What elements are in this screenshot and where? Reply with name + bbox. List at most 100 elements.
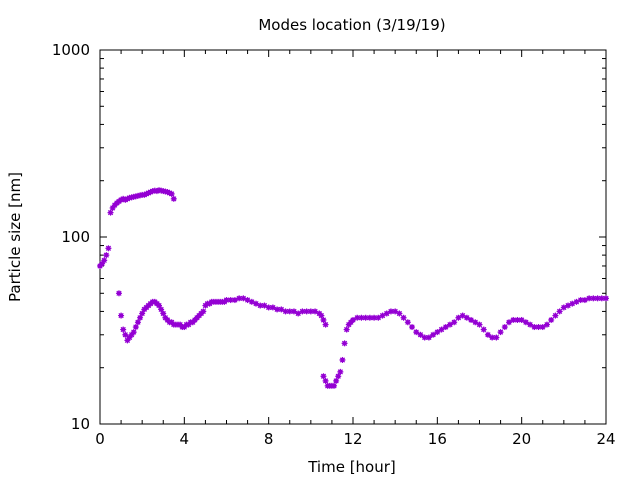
- data-point: [105, 245, 112, 252]
- data-point: [132, 324, 139, 331]
- data-point: [366, 314, 373, 321]
- data-point: [425, 334, 432, 341]
- data-point: [506, 319, 513, 326]
- data-point: [115, 290, 122, 297]
- data-point: [331, 382, 338, 389]
- y-axis-label: Particle size [nm]: [6, 172, 24, 302]
- data-point: [396, 310, 403, 317]
- data-point: [170, 195, 177, 202]
- data-point: [322, 321, 329, 328]
- data-point: [539, 324, 546, 331]
- data-point: [527, 321, 534, 328]
- data-point: [333, 377, 340, 384]
- data-point: [303, 308, 310, 315]
- data-point: [274, 306, 281, 313]
- data-point: [430, 331, 437, 338]
- data-point: [560, 304, 567, 311]
- data-point: [295, 310, 302, 317]
- data-point: [350, 316, 356, 323]
- data-point: [518, 316, 525, 323]
- x-tick-label: 12: [343, 430, 362, 448]
- data-point: [484, 331, 491, 338]
- data-point: [375, 314, 382, 321]
- data-point: [339, 356, 346, 363]
- data-point: [472, 319, 479, 326]
- y-tick-label: 1000: [52, 41, 90, 59]
- data-point: [134, 319, 141, 326]
- data-point: [442, 324, 449, 331]
- data-point: [122, 331, 129, 338]
- axis-tick-labels: 0 4 8 12 16 20 24 10 100 1000: [52, 41, 616, 448]
- x-axis-label: Time [hour]: [307, 458, 396, 476]
- data-point: [573, 298, 580, 305]
- data-point: [501, 324, 508, 331]
- data-point: [603, 295, 609, 302]
- data-point: [362, 314, 369, 321]
- data-point: [489, 334, 496, 341]
- data-point: [421, 334, 428, 341]
- data-points: [97, 187, 609, 389]
- data-point: [552, 312, 559, 319]
- data-point: [168, 190, 175, 197]
- data-point: [409, 324, 416, 331]
- x-tick-label: 0: [95, 430, 105, 448]
- data-point: [493, 334, 500, 341]
- data-point: [569, 300, 576, 307]
- data-point: [158, 306, 165, 313]
- data-point: [337, 368, 344, 375]
- data-point: [290, 308, 297, 315]
- data-point: [101, 257, 108, 264]
- data-point: [413, 329, 420, 336]
- axis-ticks: [99, 49, 607, 425]
- data-point: [446, 321, 453, 328]
- data-point: [257, 302, 264, 309]
- data-point: [463, 314, 470, 321]
- data-point: [522, 319, 529, 326]
- data-point: [535, 324, 542, 331]
- data-point: [476, 321, 483, 328]
- data-point: [434, 329, 441, 336]
- data-point: [299, 308, 306, 315]
- data-point: [282, 308, 289, 315]
- data-point: [120, 326, 127, 333]
- data-point: [223, 297, 230, 304]
- data-point: [468, 316, 475, 323]
- data-point: [438, 326, 445, 333]
- data-point: [343, 326, 350, 333]
- data-point: [480, 326, 487, 333]
- x-tick-label: 16: [428, 430, 447, 448]
- x-tick-label: 8: [264, 430, 274, 448]
- data-point: [556, 308, 563, 315]
- data-point: [130, 329, 137, 336]
- data-point: [320, 316, 327, 323]
- y-tick-label: 10: [71, 415, 90, 433]
- data-point: [265, 304, 272, 311]
- data-point: [231, 297, 238, 304]
- data-point: [320, 373, 327, 380]
- data-point: [548, 316, 555, 323]
- data-point: [118, 312, 125, 319]
- data-point: [156, 302, 163, 309]
- data-point: [497, 329, 504, 336]
- x-tick-label: 20: [512, 430, 531, 448]
- plot-frame: [99, 49, 607, 425]
- data-point: [387, 308, 394, 315]
- data-point: [335, 373, 342, 380]
- data-point: [590, 295, 597, 302]
- data-point: [543, 321, 550, 328]
- data-point: [103, 252, 110, 259]
- data-point: [404, 319, 411, 326]
- data-point: [185, 321, 192, 328]
- data-point: [341, 340, 348, 347]
- data-point: [586, 295, 593, 302]
- data-point: [400, 314, 407, 321]
- x-tick-label: 4: [180, 430, 190, 448]
- data-point: [322, 377, 329, 384]
- chart-title: Modes location (3/19/19): [258, 16, 445, 34]
- data-point: [358, 314, 365, 321]
- data-point: [417, 331, 424, 338]
- data-point: [286, 308, 293, 315]
- y-tick-label: 100: [61, 228, 90, 246]
- data-point: [107, 209, 114, 216]
